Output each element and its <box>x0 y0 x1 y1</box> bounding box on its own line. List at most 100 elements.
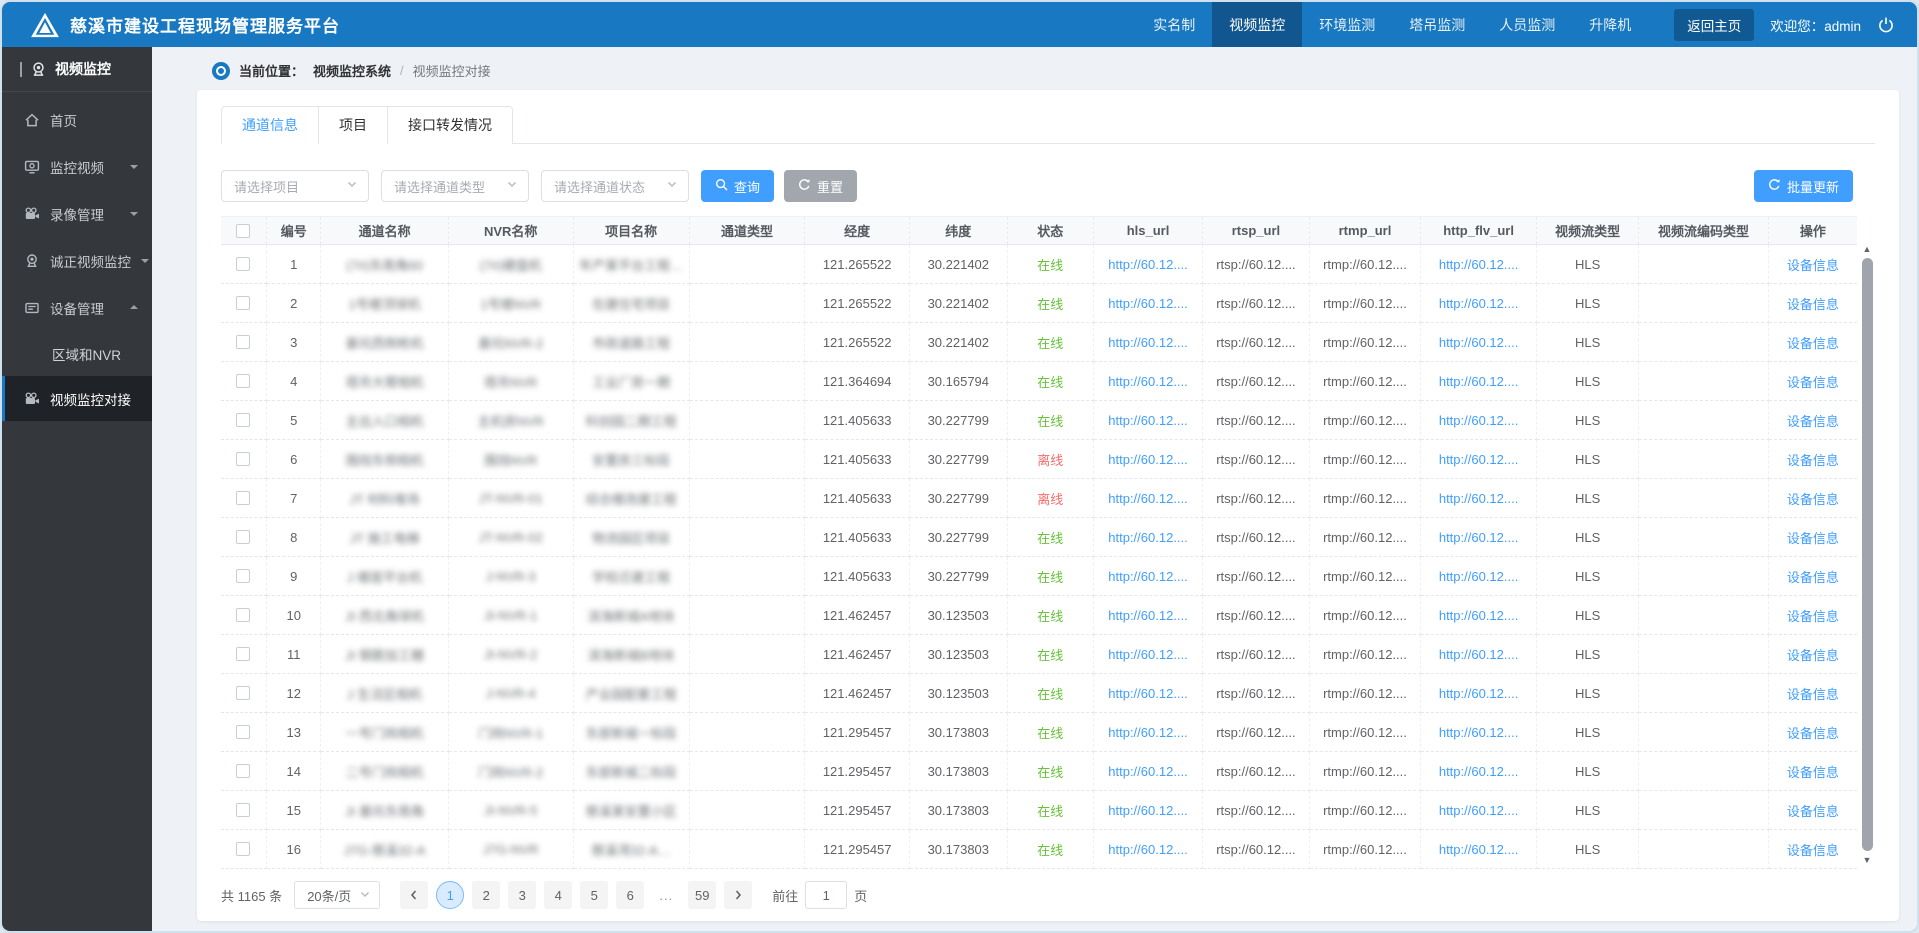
sidebar-item-视频监控对接[interactable]: 视频监控对接 <box>2 376 152 421</box>
filter-select-3[interactable]: 请选择通道状态 <box>541 170 689 202</box>
flv-url-link[interactable]: http://60.12.... <box>1439 257 1519 272</box>
nav-item-视频监控[interactable]: 视频监控 <box>1212 2 1302 47</box>
page-number-5[interactable]: 5 <box>580 881 608 909</box>
device-info-link[interactable]: 设备信息 <box>1787 414 1839 429</box>
search-button[interactable]: 查询 <box>701 170 774 202</box>
nav-item-人员监测[interactable]: 人员监测 <box>1482 2 1572 47</box>
page-number-1[interactable]: 1 <box>436 881 464 909</box>
row-checkbox[interactable] <box>236 842 250 856</box>
page-number-3[interactable]: 3 <box>508 881 536 909</box>
hls-url-link[interactable]: http://60.12.... <box>1108 764 1188 779</box>
flv-url-link[interactable]: http://60.12.... <box>1439 686 1519 701</box>
scroll-up-icon[interactable]: ▲ <box>1863 244 1872 256</box>
hls-url-link[interactable]: http://60.12.... <box>1108 491 1188 506</box>
power-icon[interactable] <box>1877 16 1895 34</box>
table-scrollbar[interactable]: ▲ ▼ <box>1860 244 1874 867</box>
reset-button[interactable]: 重置 <box>784 170 857 202</box>
device-info-link[interactable]: 设备信息 <box>1787 531 1839 546</box>
flv-url-link[interactable]: http://60.12.... <box>1439 803 1519 818</box>
row-checkbox[interactable] <box>236 764 250 778</box>
device-info-link[interactable]: 设备信息 <box>1787 804 1839 819</box>
sidebar-item-诚正视频监控[interactable]: 诚正视频监控 <box>2 237 152 284</box>
hls-url-link[interactable]: http://60.12.... <box>1108 374 1188 389</box>
flv-url-link[interactable]: http://60.12.... <box>1439 335 1519 350</box>
sidebar-item-监控视频[interactable]: 监控视频 <box>2 143 152 190</box>
device-info-link[interactable]: 设备信息 <box>1787 726 1839 741</box>
device-info-link[interactable]: 设备信息 <box>1787 375 1839 390</box>
hls-url-link[interactable]: http://60.12.... <box>1108 608 1188 623</box>
hls-url-link[interactable]: http://60.12.... <box>1108 686 1188 701</box>
hls-url-link[interactable]: http://60.12.... <box>1108 335 1188 350</box>
row-checkbox[interactable] <box>236 413 250 427</box>
next-page-button[interactable] <box>724 881 752 909</box>
sidebar-item-首页[interactable]: 首页 <box>2 96 152 143</box>
device-info-link[interactable]: 设备信息 <box>1787 492 1839 507</box>
device-info-link[interactable]: 设备信息 <box>1787 609 1839 624</box>
filter-select-2[interactable]: 请选择通道类型 <box>381 170 529 202</box>
hls-url-link[interactable]: http://60.12.... <box>1108 452 1188 467</box>
device-info-link[interactable]: 设备信息 <box>1787 648 1839 663</box>
device-info-link[interactable]: 设备信息 <box>1787 843 1839 858</box>
hls-url-link[interactable]: http://60.12.... <box>1108 296 1188 311</box>
tab-通道信息[interactable]: 通道信息 <box>221 106 318 144</box>
flv-url-link[interactable]: http://60.12.... <box>1439 296 1519 311</box>
flv-url-link[interactable]: http://60.12.... <box>1439 842 1519 857</box>
sidebar-item-区域和NVR[interactable]: 区域和NVR <box>2 331 152 376</box>
row-checkbox[interactable] <box>236 530 250 544</box>
scrollbar-thumb[interactable] <box>1862 258 1873 851</box>
device-info-link[interactable]: 设备信息 <box>1787 336 1839 351</box>
batch-update-button[interactable]: 批量更新 <box>1754 170 1853 202</box>
nav-item-实名制[interactable]: 实名制 <box>1136 2 1212 47</box>
row-checkbox[interactable] <box>236 608 250 622</box>
flv-url-link[interactable]: http://60.12.... <box>1439 764 1519 779</box>
goto-page-input[interactable] <box>805 881 847 909</box>
back-home-button[interactable]: 返回主页 <box>1674 9 1754 41</box>
flv-url-link[interactable]: http://60.12.... <box>1439 413 1519 428</box>
row-checkbox[interactable] <box>236 296 250 310</box>
row-checkbox[interactable] <box>236 335 250 349</box>
row-checkbox[interactable] <box>236 647 250 661</box>
hls-url-link[interactable]: http://60.12.... <box>1108 842 1188 857</box>
flv-url-link[interactable]: http://60.12.... <box>1439 452 1519 467</box>
flv-url-link[interactable]: http://60.12.... <box>1439 608 1519 623</box>
tab-接口转发情况[interactable]: 接口转发情况 <box>387 106 513 144</box>
scroll-down-icon[interactable]: ▼ <box>1863 855 1872 867</box>
page-number-4[interactable]: 4 <box>544 881 572 909</box>
device-info-link[interactable]: 设备信息 <box>1787 687 1839 702</box>
row-checkbox[interactable] <box>236 491 250 505</box>
pagination-more[interactable]: ... <box>652 881 680 909</box>
device-info-link[interactable]: 设备信息 <box>1787 570 1839 585</box>
sidebar-item-录像管理[interactable]: 录像管理 <box>2 190 152 237</box>
device-info-link[interactable]: 设备信息 <box>1787 297 1839 312</box>
prev-page-button[interactable] <box>400 881 428 909</box>
flv-url-link[interactable]: http://60.12.... <box>1439 491 1519 506</box>
flv-url-link[interactable]: http://60.12.... <box>1439 374 1519 389</box>
sidebar-item-设备管理[interactable]: 设备管理 <box>2 284 152 331</box>
flv-url-link[interactable]: http://60.12.... <box>1439 569 1519 584</box>
flv-url-link[interactable]: http://60.12.... <box>1439 725 1519 740</box>
hls-url-link[interactable]: http://60.12.... <box>1108 803 1188 818</box>
page-number-2[interactable]: 2 <box>472 881 500 909</box>
filter-select-1[interactable]: 请选择项目 <box>221 170 369 202</box>
hls-url-link[interactable]: http://60.12.... <box>1108 647 1188 662</box>
hls-url-link[interactable]: http://60.12.... <box>1108 413 1188 428</box>
row-checkbox[interactable] <box>236 725 250 739</box>
hls-url-link[interactable]: http://60.12.... <box>1108 530 1188 545</box>
nav-item-塔吊监测[interactable]: 塔吊监测 <box>1392 2 1482 47</box>
device-info-link[interactable]: 设备信息 <box>1787 258 1839 273</box>
page-size-select[interactable]: 20条/页 <box>294 881 380 909</box>
row-checkbox[interactable] <box>236 686 250 700</box>
tab-项目[interactable]: 项目 <box>318 106 387 144</box>
row-checkbox[interactable] <box>236 452 250 466</box>
flv-url-link[interactable]: http://60.12.... <box>1439 530 1519 545</box>
hls-url-link[interactable]: http://60.12.... <box>1108 725 1188 740</box>
hls-url-link[interactable]: http://60.12.... <box>1108 257 1188 272</box>
row-checkbox[interactable] <box>236 803 250 817</box>
nav-item-环境监测[interactable]: 环境监测 <box>1302 2 1392 47</box>
row-checkbox[interactable] <box>236 257 250 271</box>
page-number-59[interactable]: 59 <box>688 881 716 909</box>
flv-url-link[interactable]: http://60.12.... <box>1439 647 1519 662</box>
device-info-link[interactable]: 设备信息 <box>1787 765 1839 780</box>
page-number-6[interactable]: 6 <box>616 881 644 909</box>
row-checkbox[interactable] <box>236 569 250 583</box>
